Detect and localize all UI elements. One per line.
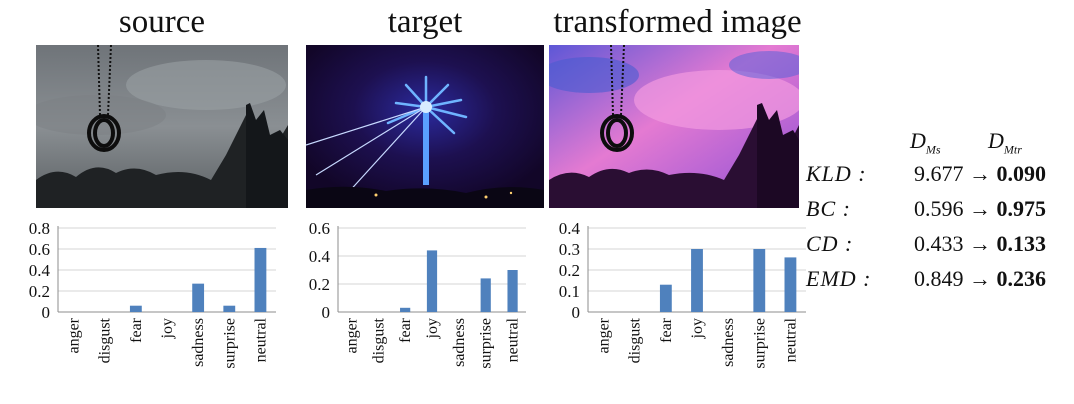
- bar-fear: [400, 307, 411, 312]
- x-tick-label: anger: [343, 317, 360, 353]
- transformed-photo: [549, 45, 799, 208]
- header-before: DMs: [910, 128, 941, 157]
- bar-surprise: [753, 249, 766, 312]
- y-tick-label: 0.8: [29, 219, 50, 238]
- x-tick-label: disgust: [627, 317, 644, 363]
- x-tick-label: neutral: [505, 317, 522, 362]
- x-tick-label: surprise: [221, 318, 238, 369]
- x-tick-label: fear: [397, 317, 414, 343]
- y-tick-label: 0: [572, 303, 581, 322]
- y-tick-label: 0.2: [309, 275, 330, 294]
- metric-row-cd: CD : 0.433 → 0.133: [806, 231, 1046, 256]
- bar-sadness: [192, 283, 205, 312]
- y-tick-label: 0: [42, 303, 51, 322]
- metrics-table: DMs DMtr KLD : 9.677 → 0.090 BC : 0.596 …: [806, 128, 1068, 298]
- title-target: target: [387, 4, 463, 40]
- bar-joy: [426, 250, 438, 312]
- bar-fear: [659, 284, 672, 312]
- x-tick-label: sadness: [451, 318, 468, 367]
- x-tick-label: surprise: [478, 318, 495, 369]
- x-tick-label: disgust: [97, 317, 114, 363]
- bar-surprise: [223, 305, 236, 312]
- x-tick-label: surprise: [751, 318, 768, 369]
- x-tick-label: joy: [424, 318, 441, 339]
- x-tick-label: sadness: [190, 318, 207, 367]
- x-tick-label: joy: [689, 318, 706, 339]
- y-tick-label: 0.2: [559, 261, 580, 280]
- y-tick-label: 0.4: [29, 261, 51, 280]
- chart-transformed: 0 0.1 0.2 0.3 0.4 anger disgust fear joy sadness s…: [540, 214, 810, 399]
- bar-joy: [691, 249, 703, 312]
- x-tick-label: joy: [159, 318, 176, 339]
- x-tick-label: neutral: [782, 317, 799, 362]
- title-source: source: [118, 4, 206, 40]
- y-tick-label: 0.2: [29, 282, 50, 301]
- pendant-ring-icon: [87, 114, 121, 152]
- bar-neutral: [507, 270, 518, 312]
- title-transformed: transformed image: [553, 4, 802, 40]
- y-tick-label: 0.1: [559, 282, 580, 301]
- pendant-ring-icon: [600, 114, 634, 152]
- bar-neutral: [784, 257, 797, 312]
- x-tick-label: anger: [66, 317, 83, 353]
- y-tick-label: 0.6: [309, 219, 330, 238]
- bar-neutral: [254, 247, 267, 312]
- bar-surprise: [480, 278, 491, 312]
- x-tick-label: sadness: [720, 318, 737, 367]
- metric-row-kld: KLD : 9.677 → 0.090: [806, 161, 1046, 186]
- bar-fear: [129, 305, 142, 312]
- chart-source: 0 0.2 0.4 0.6 0.8 anger disgust fear joy sadness s…: [10, 214, 280, 399]
- metric-row-bc: BC : 0.596 → 0.975: [806, 196, 1046, 221]
- x-tick-label: fear: [128, 317, 145, 343]
- target-photo: [306, 45, 544, 208]
- header-after: DMtr: [988, 128, 1022, 157]
- y-tick-label: 0.3: [559, 240, 580, 259]
- y-tick-label: 0.4: [309, 247, 331, 266]
- source-photo: [36, 45, 288, 208]
- x-tick-label: fear: [658, 317, 675, 343]
- metric-row-emd: EMD : 0.849 → 0.236: [806, 266, 1046, 291]
- chart-target: 0 0.2 0.4 0.6 anger disgust fear joy sadness surp…: [290, 214, 530, 399]
- y-tick-label: 0: [322, 303, 331, 322]
- x-tick-label: anger: [596, 317, 613, 353]
- x-tick-label: neutral: [252, 317, 269, 362]
- y-tick-label: 0.4: [559, 219, 581, 238]
- y-tick-label: 0.6: [29, 240, 50, 259]
- x-tick-label: disgust: [370, 317, 387, 363]
